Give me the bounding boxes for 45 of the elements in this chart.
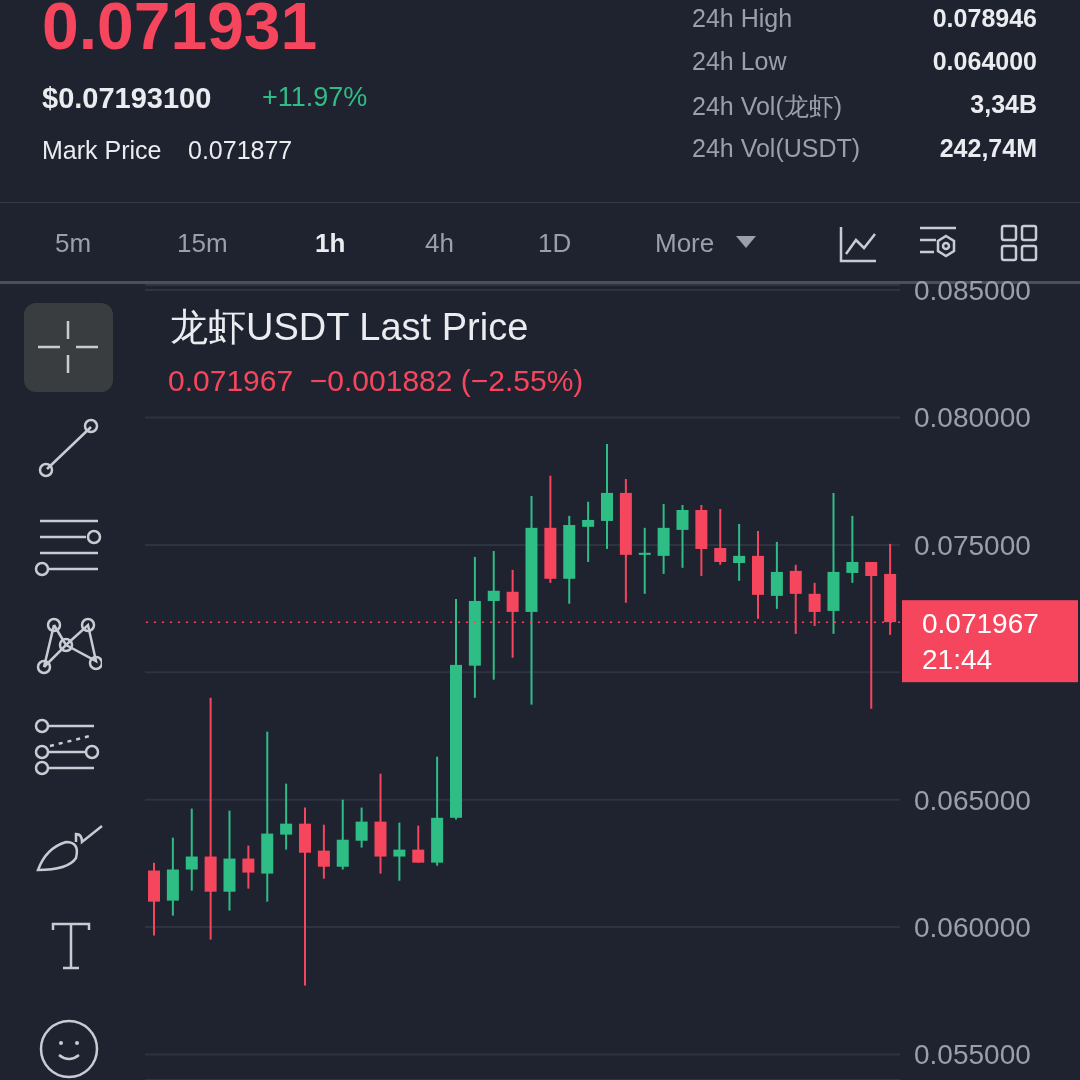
candlestick [185,807,198,892]
text: More [655,228,715,259]
candlestick [317,823,330,880]
y-tick-label: 0.060000 [914,912,1031,944]
text: 4h [425,228,454,259]
y-tick-label: 0.055000 [914,1039,1031,1071]
y-tick-label: 0.080000 [914,402,1031,434]
text: 0.071931 [42,0,318,64]
text: 15m [177,228,228,259]
candlestick [582,500,595,563]
candlestick [638,526,651,595]
text: 0.064000 [932,47,1037,76]
candlestick [412,824,425,864]
y-tick-label: 0.075000 [914,529,1031,561]
text: 0.071877 [188,136,293,165]
candlestick [846,514,859,584]
text: 24h Vol(USDT) [692,134,861,163]
text: 1h [315,228,346,259]
text: 0.078946 [932,4,1037,33]
candlestick [242,844,255,890]
y-tick-label: 0.085000 [914,275,1031,307]
text: 5m [55,228,92,259]
text: 24h Vol(龙虾) [692,91,843,122]
candlestick [487,550,500,681]
candlestick [676,503,689,569]
ref-line-label: 0.071967 21:44 [922,608,1039,676]
candlestick [770,540,783,610]
candlestick [714,507,727,566]
candlestick [865,560,878,710]
text: 龙虾USDT Last Price [170,305,529,350]
candlestick [733,523,746,582]
text: 1D [538,228,572,259]
candlestick [393,821,406,882]
text: $0.07193100 [42,82,212,115]
text: Mark Price [42,136,162,165]
candlestick [280,782,293,851]
text: 0.071967 −0.001882 (−2.55%) [168,364,584,398]
candlestick [355,806,368,849]
candlestick [808,581,821,627]
text: 24h High [692,4,793,33]
text: 242,74M [939,134,1037,163]
text: 3,34B [970,90,1037,119]
text: +11.97% [262,82,368,113]
text: 24h Low [692,47,787,76]
y-tick-label: 0.065000 [914,784,1031,816]
